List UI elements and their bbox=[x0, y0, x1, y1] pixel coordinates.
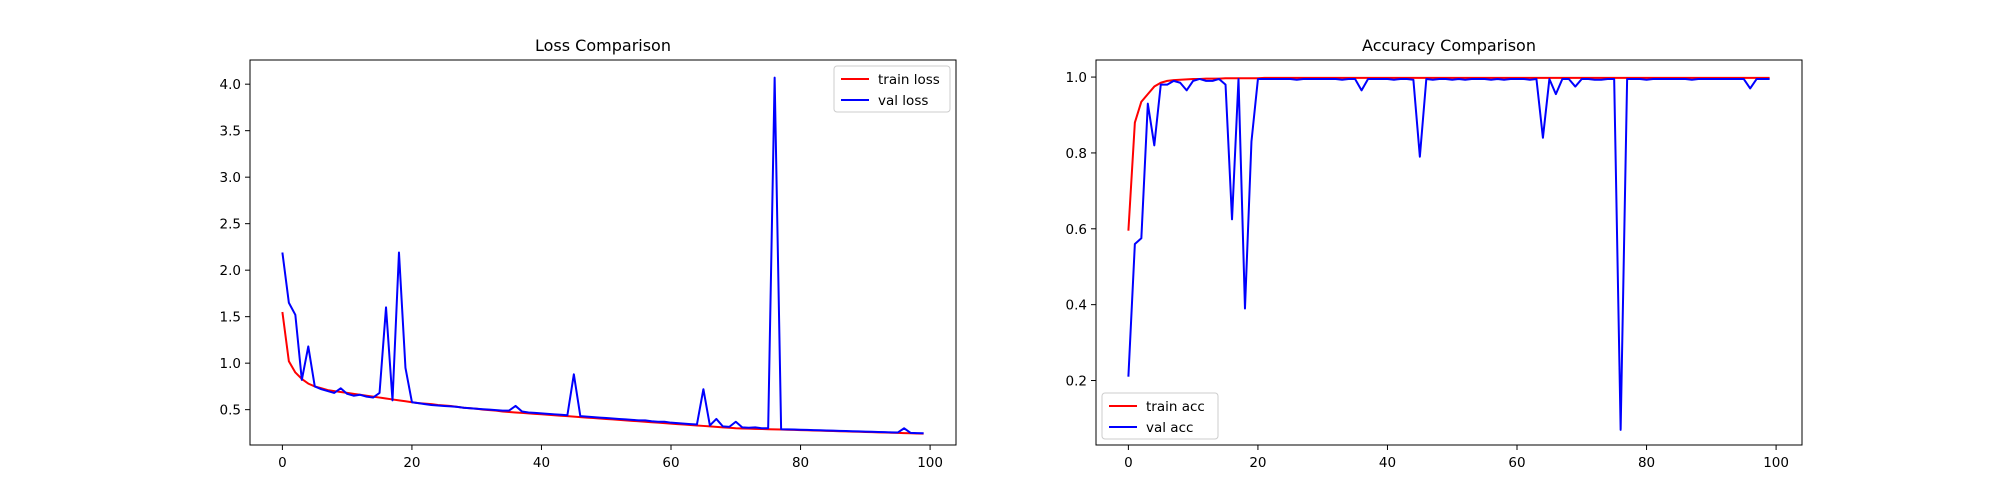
accuracy-series-line-train bbox=[1127, 76, 1770, 231]
accuracy-x-tick-label: 40 bbox=[1379, 455, 1396, 471]
loss-y-tick-label: 1.0 bbox=[220, 356, 241, 372]
accuracy-series-line-val bbox=[1127, 77, 1770, 431]
loss-y-tick-label: 1.5 bbox=[220, 310, 241, 326]
accuracy-y-tick-label: 0.2 bbox=[1066, 374, 1087, 390]
accuracy-y-tick-label: 1.0 bbox=[1066, 70, 1087, 86]
accuracy-legend-label-train: train acc bbox=[1146, 399, 1205, 415]
loss-series-line-val bbox=[281, 76, 924, 435]
loss-x-tick-label: 20 bbox=[403, 455, 420, 471]
loss-y-tick-label: 3.0 bbox=[220, 170, 241, 186]
loss-plot-frame bbox=[249, 59, 957, 446]
accuracy-x-ticks: 0 20 40 60 80 100 bbox=[1124, 445, 1789, 471]
loss-y-tick-label: 2.0 bbox=[220, 263, 241, 279]
accuracy-series-layer bbox=[1127, 76, 1770, 431]
loss-y-tick-label: 0.5 bbox=[220, 403, 241, 419]
loss-x-tick-label: 0 bbox=[278, 455, 287, 471]
loss-legend: train loss val loss bbox=[833, 65, 951, 113]
loss-y-tick-label: 3.5 bbox=[220, 124, 241, 140]
loss-y-ticks: 0.5 1.0 1.5 2.0 2.5 3.0 3.5 4.0 bbox=[220, 77, 250, 419]
accuracy-x-tick-label: 100 bbox=[1763, 455, 1789, 471]
loss-x-ticks: 0 20 40 60 80 100 bbox=[278, 445, 943, 471]
loss-y-tick-label: 4.0 bbox=[220, 77, 241, 93]
accuracy-x-tick-label: 0 bbox=[1124, 455, 1133, 471]
accuracy-x-tick-label: 60 bbox=[1508, 455, 1525, 471]
accuracy-y-tick-label: 0.6 bbox=[1066, 222, 1087, 238]
accuracy-x-tick-label: 20 bbox=[1249, 455, 1266, 471]
loss-plot: Loss Comparison 0 20 40 60 80 100 0.5 1.0 1.5 2.… bbox=[220, 36, 957, 471]
accuracy-plot-frame bbox=[1095, 59, 1803, 446]
accuracy-y-tick-label: 0.4 bbox=[1066, 298, 1087, 314]
accuracy-y-tick-label: 0.8 bbox=[1066, 146, 1087, 162]
loss-legend-label-val: val loss bbox=[878, 93, 928, 109]
loss-y-tick-label: 2.5 bbox=[220, 217, 241, 233]
accuracy-plot-title: Accuracy Comparison bbox=[1362, 36, 1536, 55]
loss-legend-label-train: train loss bbox=[878, 72, 940, 88]
accuracy-legend-label-val: val acc bbox=[1146, 420, 1193, 436]
loss-plot-title: Loss Comparison bbox=[535, 36, 671, 55]
accuracy-y-ticks: 0.2 0.4 0.6 0.8 1.0 bbox=[1066, 70, 1096, 390]
accuracy-x-tick-label: 80 bbox=[1638, 455, 1655, 471]
loss-series-layer bbox=[281, 76, 924, 435]
loss-x-tick-label: 40 bbox=[533, 455, 550, 471]
loss-x-tick-label: 100 bbox=[917, 455, 943, 471]
accuracy-legend: train acc val acc bbox=[1101, 392, 1219, 440]
loss-x-tick-label: 80 bbox=[792, 455, 809, 471]
accuracy-plot: Accuracy Comparison 0 20 40 60 80 100 0.20.40… bbox=[1066, 36, 1803, 471]
loss-x-tick-label: 60 bbox=[662, 455, 679, 471]
